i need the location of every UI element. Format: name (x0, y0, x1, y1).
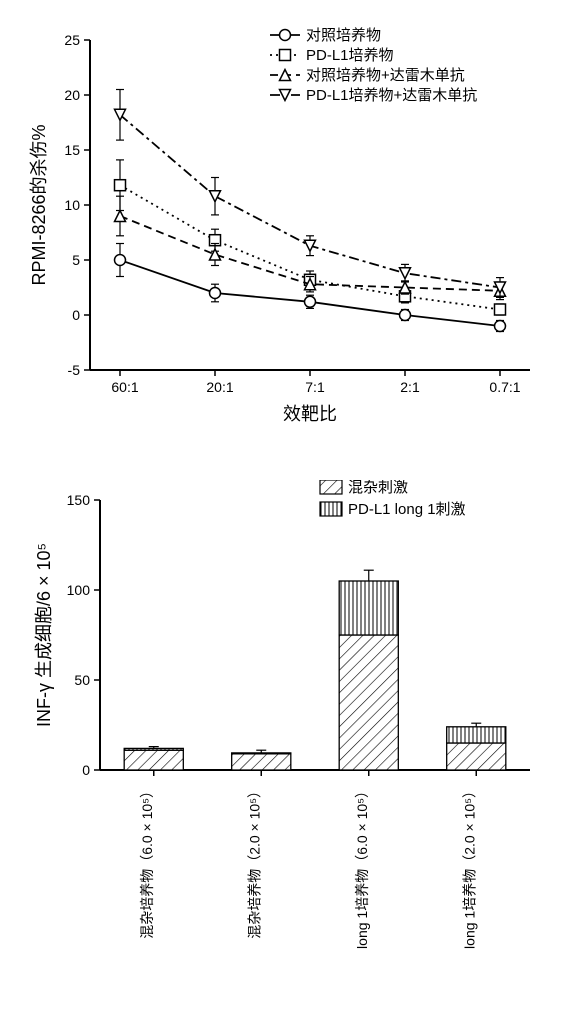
bottom-bar-chart: 0 50 100 150 INF-γ 生成细胞/6 × 10⁵ 混杂培养物（6.0 × 1… (20, 480, 556, 950)
top-line-chart: -5 0 5 10 15 20 25 60:1 20:1 7:1 2:1 0.7:1 RPMI-8266… (20, 20, 556, 440)
svg-text:20: 20 (64, 87, 80, 103)
svg-text:PD-L1 long 1培养物（6.0 × 10⁵）: PD-L1 long 1培养物（6.0 × 10⁵） (354, 784, 370, 950)
svg-text:效靶比: 效靶比 (283, 404, 337, 424)
svg-text:100: 100 (67, 582, 91, 598)
svg-text:0: 0 (72, 307, 80, 323)
svg-text:20:1: 20:1 (206, 379, 233, 395)
svg-text:10: 10 (64, 197, 80, 213)
svg-text:混杂培养物（6.0 × 10⁵）: 混杂培养物（6.0 × 10⁵） (139, 784, 155, 939)
svg-text:150: 150 (67, 492, 91, 508)
svg-text:2:1: 2:1 (400, 379, 420, 395)
svg-text:混杂培养物（2.0 × 10⁵）: 混杂培养物（2.0 × 10⁵） (246, 784, 262, 939)
svg-text:对照培养物: 对照培养物 (306, 27, 381, 44)
svg-text:混杂刺激: 混杂刺激 (348, 480, 408, 496)
svg-text:60:1: 60:1 (111, 379, 138, 395)
svg-text:PD-L1 long 1刺激: PD-L1 long 1刺激 (348, 501, 466, 518)
svg-text:-5: -5 (68, 362, 81, 378)
svg-text:PD-L1培养物+达雷木单抗: PD-L1培养物+达雷木单抗 (306, 87, 477, 104)
svg-text:7:1: 7:1 (305, 379, 325, 395)
svg-text:PD-L1培养物: PD-L1培养物 (306, 47, 394, 64)
svg-text:对照培养物+达雷木单抗: 对照培养物+达雷木单抗 (306, 67, 465, 84)
svg-text:0: 0 (82, 762, 90, 778)
svg-text:50: 50 (74, 672, 90, 688)
svg-text:RPMI-8266的杀伤%: RPMI-8266的杀伤% (29, 124, 49, 285)
svg-text:5: 5 (72, 252, 80, 268)
svg-text:INF-γ 生成细胞/6 × 10⁵: INF-γ 生成细胞/6 × 10⁵ (34, 543, 54, 727)
svg-text:0.7:1: 0.7:1 (489, 379, 520, 395)
svg-text:PD-L1 long 1培养物（2.0 × 10⁵）: PD-L1 long 1培养物（2.0 × 10⁵） (461, 784, 477, 950)
svg-text:15: 15 (64, 142, 80, 158)
svg-text:25: 25 (64, 32, 80, 48)
